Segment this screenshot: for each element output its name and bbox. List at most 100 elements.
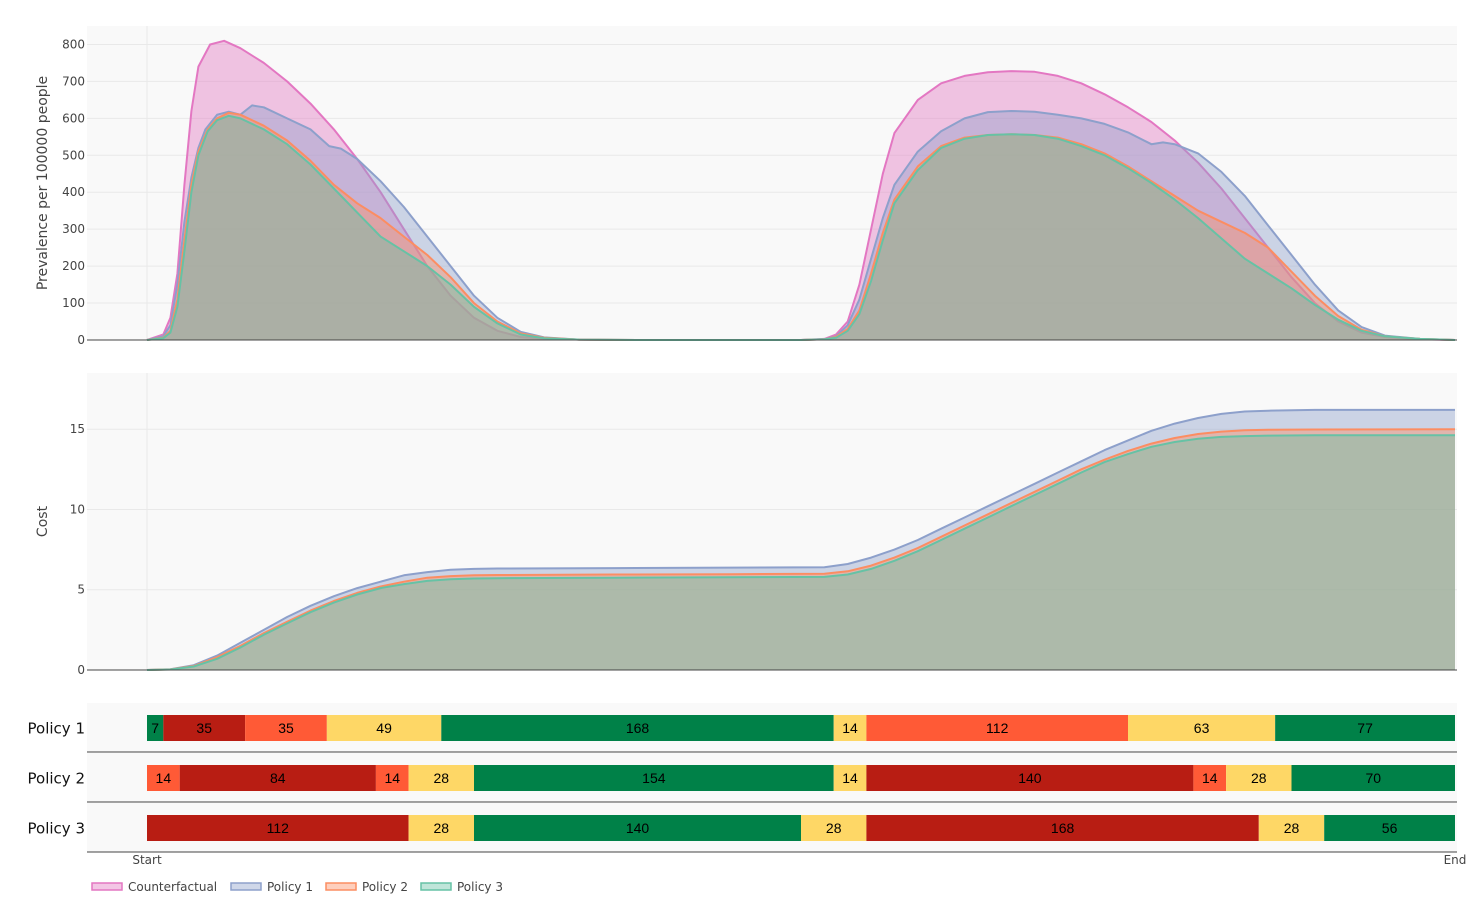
timeline-segment-label: 77 (1357, 720, 1373, 736)
cost-y-tick-label: 15 (70, 422, 85, 436)
timeline-segment-label: 14 (156, 770, 172, 786)
timeline-segment-label: 154 (642, 770, 666, 786)
timeline-segment-label: 140 (626, 820, 650, 836)
cost-chart: 0 5 10 15 Cost (35, 373, 1457, 677)
timeline-row-label: Policy 2 (28, 770, 85, 788)
timeline-segment-label: 56 (1382, 820, 1398, 836)
cost-y-tick-label: 5 (77, 583, 85, 597)
legend-swatch (230, 882, 262, 891)
prevalence-y-tick-label: 300 (62, 222, 85, 236)
cost-area-policy-2 (147, 429, 1455, 670)
legend-item-policy-2[interactable]: Policy 2 (325, 880, 408, 894)
timeline-segment (866, 815, 1259, 841)
timeline-segment (147, 765, 180, 791)
legend-label: Policy 1 (267, 880, 313, 894)
legend-swatch (91, 882, 123, 891)
timeline-segment-label: 49 (376, 720, 392, 736)
timeline-segment-label: 28 (826, 820, 842, 836)
prevalence-area-policy-3 (147, 115, 1455, 340)
cost-y-tick-label: 0 (77, 663, 85, 677)
timeline-segment-label: 112 (986, 720, 1009, 736)
timeline-segment (866, 715, 1128, 741)
timeline-segment-label: 84 (270, 770, 286, 786)
prevalence-y-tick-label: 700 (62, 74, 85, 88)
prevalence-y-tick-label: 400 (62, 185, 85, 199)
legend-swatch (420, 882, 452, 891)
prevalence-y-axis-title: Prevalence per 100000 people (35, 76, 51, 290)
legend-label: Policy 3 (457, 880, 503, 894)
prevalence-y-tick-label: 200 (62, 259, 85, 273)
timeline-segment (1291, 765, 1455, 791)
legend-label: Counterfactual (128, 880, 217, 894)
timeline-row-label: Policy 3 (28, 820, 85, 838)
cost-plot-background (87, 373, 1457, 670)
timeline-segment (866, 765, 1194, 791)
timeline-segment (1128, 715, 1276, 741)
prevalence-plot-background (87, 26, 1457, 340)
timeline-segment (408, 815, 474, 841)
prevalence-line-policy-3 (146, 114, 1456, 341)
legend-swatch (325, 882, 357, 891)
timeline-segment (163, 715, 246, 741)
prevalence-y-tick-label: 100 (62, 296, 85, 310)
timeline-segment (1258, 815, 1325, 841)
timeline-segment-label: 14 (1202, 770, 1218, 786)
timeline-segment-label: 140 (1018, 770, 1042, 786)
timeline-segment-label: 14 (842, 720, 858, 736)
timeline-segment-label: 28 (1284, 820, 1300, 836)
timeline-row-label: Policy 1 (28, 720, 85, 738)
prevalence-line-counterfactual (146, 39, 1456, 341)
timeline-segment-label: 70 (1365, 770, 1381, 786)
timeline-segment (474, 815, 801, 841)
timeline-segment (179, 765, 376, 791)
cost-line-policy-2 (146, 428, 1456, 671)
timeline-segment (408, 765, 474, 791)
timeline-segment-label: 28 (434, 770, 450, 786)
prevalence-area-counterfactual (147, 40, 1455, 341)
timeline-segment (1226, 765, 1292, 791)
timeline-segment (147, 815, 409, 841)
x-tick-label-start: Start (132, 853, 162, 867)
legend-item-policy-3[interactable]: Policy 3 (420, 880, 503, 894)
timeline-segment-label: 28 (1251, 770, 1267, 786)
timeline-row-policy-3: Policy 3 112 28 140 28 168 28 56 (28, 803, 1457, 853)
timeline-segment (833, 715, 867, 741)
timeline-segment (375, 765, 409, 791)
timeline-segment-label: 14 (384, 770, 400, 786)
cost-area-policy-3 (147, 435, 1455, 670)
timeline-row-policy-1: Policy 1 7 35 35 49 168 14 112 63 77 (28, 703, 1457, 753)
timeline-segment-label: 168 (626, 720, 650, 736)
prevalence-chart: 0 100 200 300 400 500 600 700 800 Prevalence per … (35, 26, 1457, 347)
timeline-segment (147, 715, 164, 741)
timeline-segment-label: 168 (1051, 820, 1075, 836)
cost-y-axis-title: Cost (35, 505, 51, 537)
timeline-segment (1193, 765, 1227, 791)
x-axis: Start End (132, 853, 1466, 867)
legend: Counterfactual Policy 1 Policy 2 Policy 3 (91, 880, 503, 894)
timeline-segment (474, 765, 834, 791)
prevalence-y-tick-label: 0 (77, 333, 85, 347)
prevalence-area-policy-2 (147, 112, 1455, 340)
timeline-segment (1275, 715, 1455, 741)
timeline-segment-label: 35 (278, 720, 294, 736)
legend-label: Policy 2 (362, 880, 408, 894)
timeline-segment (1324, 815, 1455, 841)
legend-item-policy-1[interactable]: Policy 1 (230, 880, 313, 894)
timeline-segment-label: 28 (434, 820, 450, 836)
cost-line-policy-1 (146, 408, 1455, 671)
timeline-segment-label: 7 (151, 720, 159, 736)
prevalence-y-tick-label: 500 (62, 148, 85, 162)
timeline-segment-label: 35 (196, 720, 212, 736)
prevalence-y-tick-label: 600 (62, 111, 85, 125)
timeline-segment (441, 715, 834, 741)
legend-item-counterfactual[interactable]: Counterfactual (91, 880, 217, 894)
timeline-segment-label: 14 (842, 770, 858, 786)
policy-timeline-chart: Policy 1 7 35 35 49 168 14 112 63 77 Policy 2 14 84 1… (28, 703, 1457, 853)
cost-area-policy-1 (147, 409, 1455, 670)
cost-y-tick-label: 10 (70, 502, 85, 516)
timeline-segment (833, 765, 867, 791)
prevalence-y-tick-label: 800 (62, 37, 85, 51)
timeline-segment (245, 715, 327, 741)
cost-line-policy-3 (146, 434, 1455, 671)
